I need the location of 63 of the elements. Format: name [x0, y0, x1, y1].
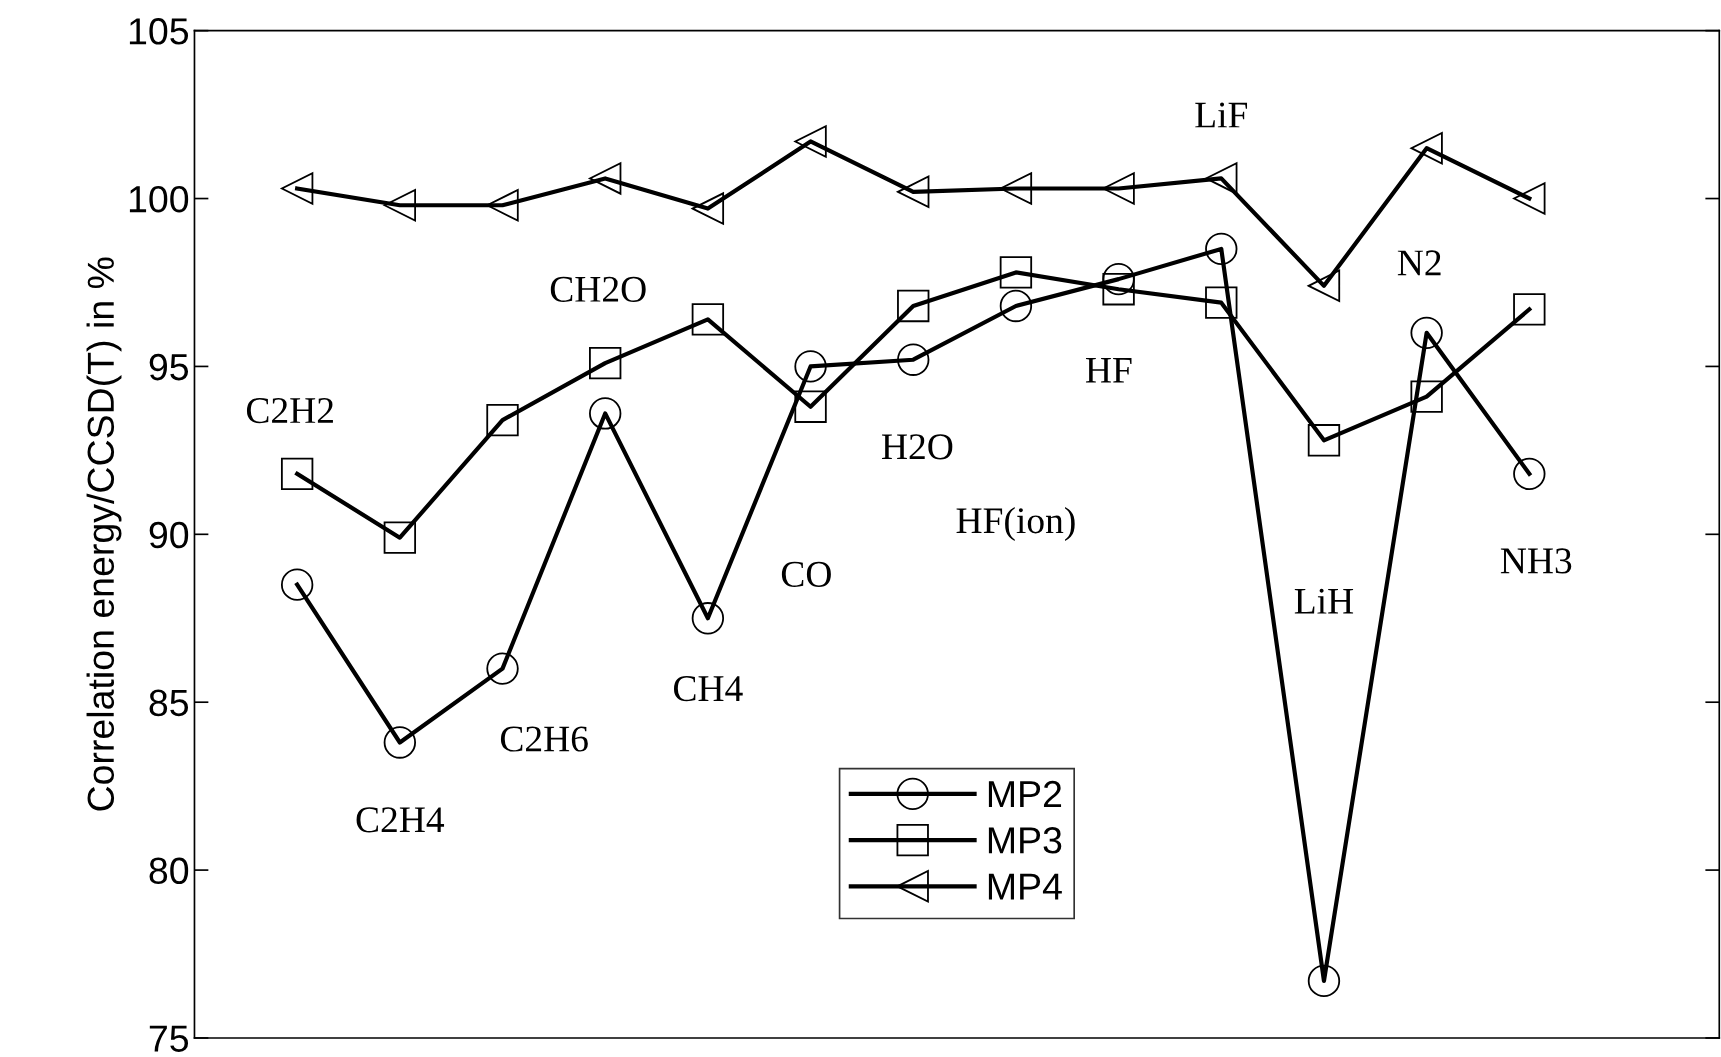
point — [486, 403, 519, 437]
point — [1307, 424, 1341, 457]
annotation: CH4 — [673, 676, 743, 702]
point — [1410, 131, 1443, 165]
annotation: HF — [1085, 358, 1132, 383]
y-tick-label: 95 — [149, 353, 189, 381]
y-tick-label: 100 — [129, 185, 189, 213]
y-axis-title: Correlation energy/CCSD(T) in % — [86, 257, 122, 811]
point — [897, 343, 930, 376]
point — [691, 303, 725, 336]
point — [280, 457, 314, 491]
point — [1205, 286, 1238, 319]
point — [280, 568, 314, 601]
legend-label: MP2 — [988, 780, 1062, 808]
point — [383, 726, 417, 759]
point — [1410, 380, 1443, 413]
point — [1205, 232, 1238, 266]
y-tick-label: 75 — [149, 1025, 189, 1052]
point — [1513, 182, 1546, 215]
point — [1513, 293, 1546, 326]
point — [1307, 269, 1341, 303]
point — [691, 192, 725, 225]
point — [794, 390, 827, 423]
legend-label: MP3 — [988, 827, 1062, 854]
y-tick-label: 105 — [129, 18, 189, 45]
annotation: CO — [781, 561, 831, 587]
point — [794, 350, 827, 383]
annotation: CH2O — [550, 276, 646, 302]
point — [1102, 172, 1135, 205]
point — [1102, 262, 1135, 296]
legend-label: MP4 — [988, 873, 1062, 900]
annotation: C2H4 — [356, 807, 445, 833]
point — [691, 602, 725, 635]
y-tick-label: 85 — [149, 689, 189, 717]
point — [589, 397, 622, 430]
y-tick-label: 80 — [149, 857, 189, 885]
annotation: HF(ion) — [956, 507, 1075, 542]
point — [383, 521, 417, 554]
point — [999, 256, 1033, 289]
point — [1513, 457, 1546, 491]
point — [999, 172, 1033, 205]
point — [589, 162, 622, 195]
point — [1102, 273, 1135, 306]
annotation: C2H6 — [500, 726, 588, 752]
annotation: NH3 — [1500, 548, 1572, 574]
annotation: LiF — [1195, 102, 1248, 128]
point — [897, 289, 930, 323]
annotation: C2H2 — [246, 398, 333, 424]
point — [1410, 316, 1443, 350]
point — [897, 175, 930, 209]
annotation: H2O — [882, 434, 953, 460]
annotation: N2 — [1397, 250, 1441, 276]
point — [383, 189, 417, 222]
point — [280, 172, 314, 205]
y-tick-label: 90 — [149, 521, 189, 549]
point — [1307, 964, 1341, 998]
point — [999, 289, 1033, 323]
point — [589, 346, 622, 380]
point — [794, 125, 827, 158]
point — [486, 189, 519, 222]
point — [1205, 162, 1238, 195]
annotation: LiH — [1294, 588, 1354, 614]
point — [486, 652, 519, 685]
